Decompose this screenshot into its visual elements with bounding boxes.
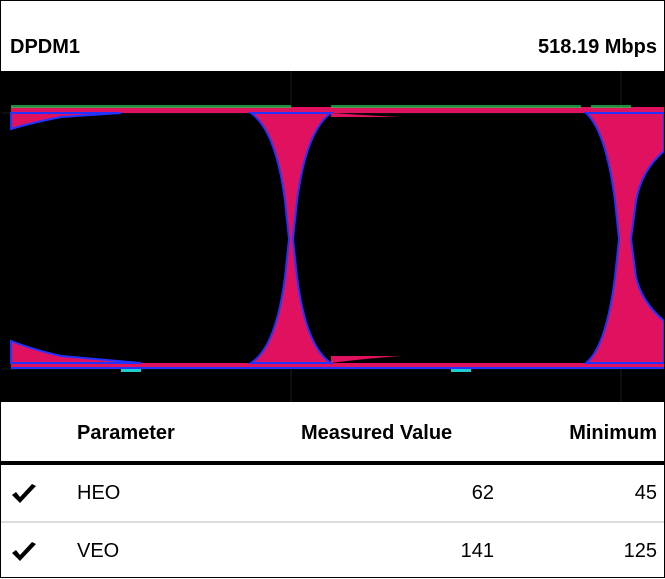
parameter-name: HEO [77,482,121,504]
column-header-minimum: Minimum [569,422,657,444]
measured-value: 141 [460,540,494,562]
eye-fill-left [10,112,122,131]
eye-crossing-right [583,112,664,364]
bottom-trace [11,363,664,369]
card-header: DPDM1 518.19 Mbps [1,1,664,71]
measurement-table: Parameter Measured Value Minimum HEO 62 … [1,402,664,579]
minimum-value: 125 [623,540,657,562]
signal-name: DPDM1 [10,36,81,58]
parameter-name: VEO [77,540,120,562]
column-header-measured-value: Measured Value [301,422,453,444]
eye-diagram [1,71,664,402]
measured-value: 62 [471,482,494,504]
column-header-parameter: Parameter [77,422,175,444]
minimum-value: 45 [634,482,657,504]
table-header: Parameter Measured Value Minimum [1,402,664,465]
check-icon [12,542,36,561]
table-row: VEO 141 125 [1,523,664,579]
data-rate: 518.19 Mbps [538,36,657,58]
check-icon [12,484,36,503]
table-row: HEO 62 45 [1,465,664,523]
top-trace [11,107,664,113]
